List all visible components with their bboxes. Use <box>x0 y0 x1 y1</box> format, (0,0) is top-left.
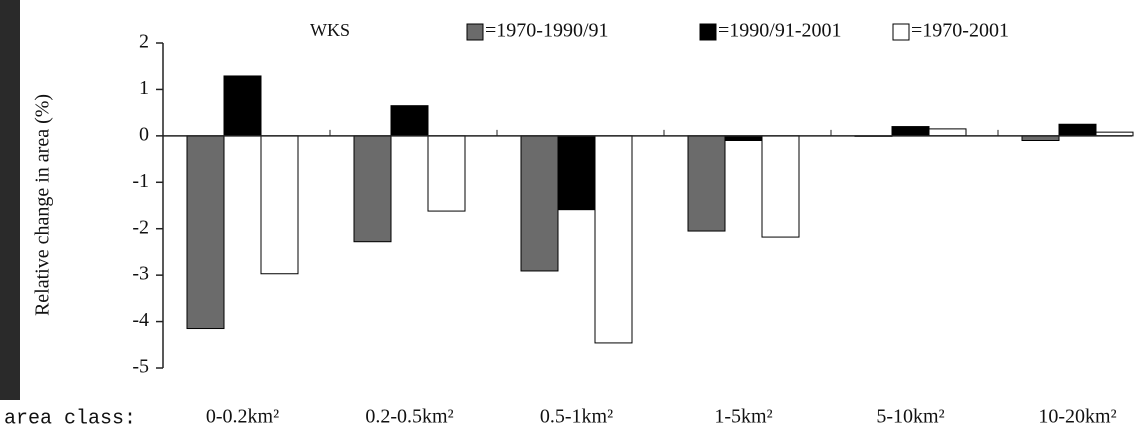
bar <box>390 105 429 137</box>
x-tick-label: 0.2-0.5km² <box>365 406 453 428</box>
bar <box>891 126 930 137</box>
photo-strip <box>0 0 20 400</box>
y-tick-label: -4 <box>132 309 149 331</box>
y-tick-label: 2 <box>139 31 149 53</box>
y-tick-label: 0 <box>139 123 149 145</box>
y-tick-label: -5 <box>132 356 149 378</box>
legend-swatch <box>699 23 717 41</box>
bar <box>928 128 967 137</box>
y-tick-label: -2 <box>132 216 149 238</box>
bar <box>260 135 299 275</box>
x-tick-label: 10-20km² <box>1038 406 1116 428</box>
y-axis-label: Relative change in area (%) <box>32 94 54 316</box>
y-tick-label: -3 <box>132 263 149 285</box>
y-tick-label: 1 <box>139 77 149 99</box>
bar <box>427 135 466 212</box>
x-tick-label: 5-10km² <box>876 406 944 428</box>
legend-label: =1970-1990/91 <box>485 20 609 42</box>
chart-title: WKS <box>310 20 350 40</box>
legend-swatch <box>892 23 910 41</box>
x-axis-label: area class: <box>4 407 136 430</box>
legend-label: =1990/91-2001 <box>718 20 842 42</box>
bar <box>1058 123 1097 137</box>
x-tick-label: 0.5-1km² <box>540 406 613 428</box>
legend-label: =1970-2001 <box>911 20 1009 42</box>
bar <box>223 75 262 137</box>
bar <box>186 135 225 330</box>
bar <box>594 135 633 344</box>
x-tick-label: 0-0.2km² <box>206 406 279 428</box>
legend-swatch <box>466 23 484 41</box>
bar <box>520 135 559 272</box>
bar <box>761 135 800 238</box>
bar <box>353 135 392 243</box>
bar <box>557 135 596 211</box>
x-tick-label: 1-5km² <box>714 406 772 428</box>
y-tick-label: -1 <box>132 170 149 192</box>
bar <box>687 135 726 232</box>
